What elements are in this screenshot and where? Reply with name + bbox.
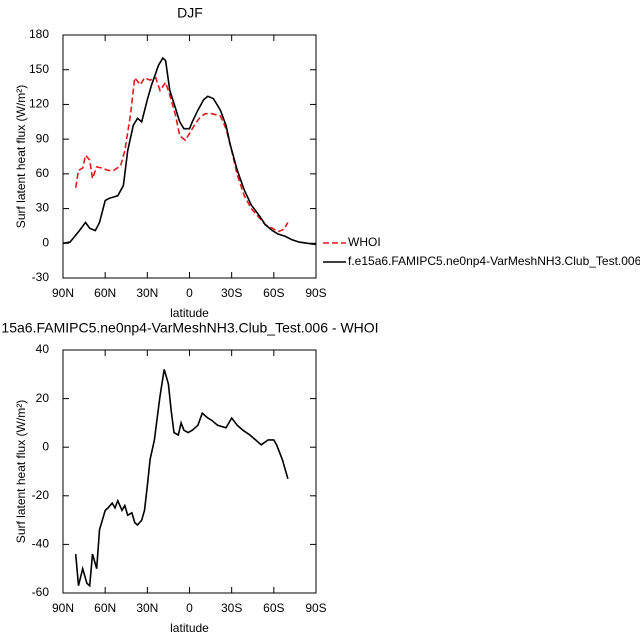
x-tick-label: 60N — [94, 286, 116, 300]
x-tick-label: 30S — [221, 286, 242, 300]
plot-frame — [62, 349, 317, 594]
y-axis-label: Surf latent heat flux (W/m²) — [14, 400, 28, 543]
x-tick-label: 0 — [186, 601, 193, 615]
y-tick-label: 60 — [36, 166, 50, 180]
x-tick-label: 0 — [186, 286, 193, 300]
x-tick-label: 30N — [136, 286, 158, 300]
y-tick-label: 30 — [36, 201, 50, 215]
y-tick-label: 120 — [29, 97, 49, 111]
chart-title: 15a6.FAMIPC5.ne0np4-VarMeshNH3.Club_Test… — [1, 320, 378, 336]
y-tick-label: -20 — [32, 488, 50, 502]
x-tick-label: 90S — [305, 286, 326, 300]
x-tick-label: 60S — [263, 601, 284, 615]
x-tick-label: 60S — [263, 286, 284, 300]
legend-label: WHOI — [348, 235, 381, 249]
x-axis-label: latitude — [170, 306, 209, 320]
x-tick-label: 90N — [52, 601, 74, 615]
y-tick-label: -60 — [32, 585, 50, 599]
legend-label: f.e15a6.FAMIPC5.ne0np4-VarMeshNH3.Club_T… — [348, 254, 640, 268]
x-tick-label: 90S — [305, 601, 326, 615]
y-tick-label: -40 — [32, 537, 50, 551]
series-line — [62, 56, 317, 246]
series-line — [74, 75, 289, 233]
y-tick-label: 150 — [29, 62, 49, 76]
y-tick-label: 0 — [42, 235, 49, 249]
y-tick-label: -30 — [32, 270, 50, 284]
y-tick-label: 180 — [29, 27, 49, 41]
x-tick-label: 60N — [94, 601, 116, 615]
plot-frame — [62, 34, 317, 279]
x-tick-label: 90N — [52, 286, 74, 300]
y-tick-label: 90 — [36, 131, 50, 145]
y-axis-label: Surf latent heat flux (W/m²) — [14, 85, 28, 228]
y-tick-label: 40 — [36, 342, 50, 356]
x-tick-label: 30N — [136, 601, 158, 615]
x-axis-label: latitude — [170, 621, 209, 635]
chart-title: DJF — [177, 5, 203, 21]
y-tick-label: 0 — [42, 439, 49, 453]
y-tick-label: 20 — [36, 391, 50, 405]
x-tick-label: 30S — [221, 601, 242, 615]
series-line — [74, 369, 289, 588]
